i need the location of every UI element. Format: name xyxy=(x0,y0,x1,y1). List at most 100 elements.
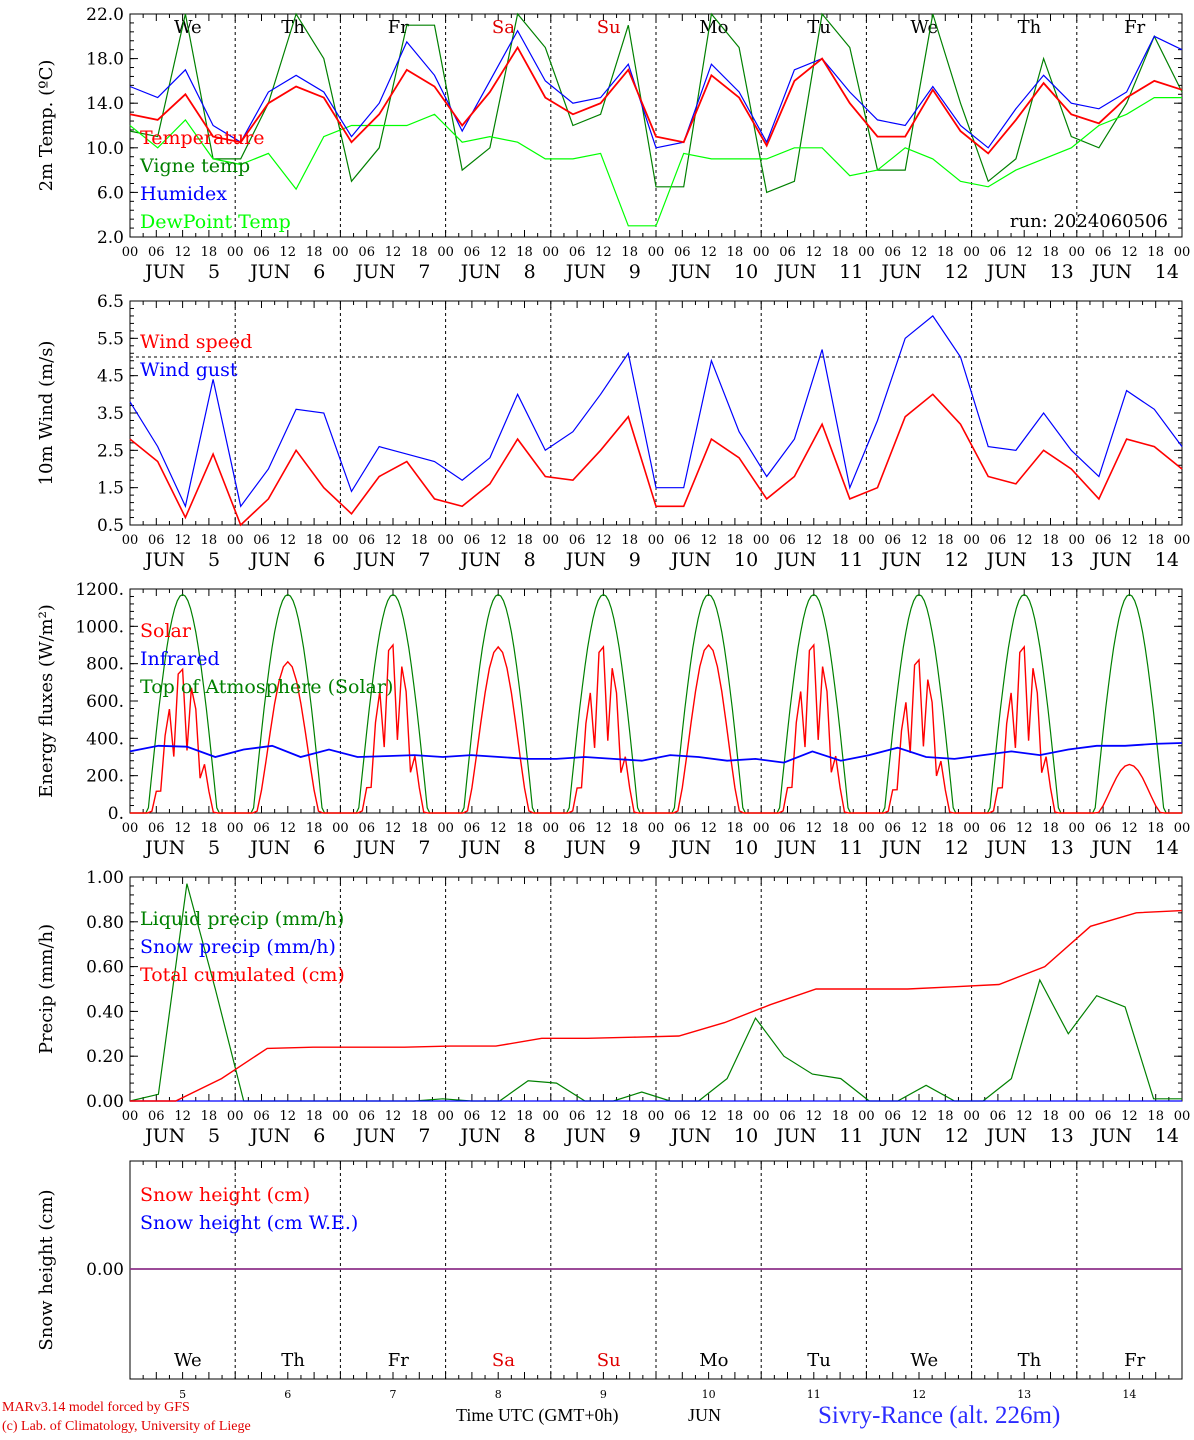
weekday-label: Th xyxy=(281,1350,305,1371)
hour-tick-label: 18 xyxy=(411,1109,428,1124)
day-tick-label: 12 xyxy=(944,1125,968,1147)
solar-line xyxy=(130,643,1182,814)
day-tick-label: 7 xyxy=(418,549,430,571)
hour-tick-label: 12 xyxy=(911,245,928,260)
hour-tick-label: 18 xyxy=(832,533,849,548)
hour-tick-label: 18 xyxy=(411,533,428,548)
hour-tick-label: 18 xyxy=(516,821,533,836)
lab-credit: (c) Lab. of Climatology, University of L… xyxy=(2,1419,251,1434)
month-label: JUN xyxy=(688,1405,722,1425)
hour-tick-label: 06 xyxy=(253,533,270,548)
hour-tick-label: 06 xyxy=(990,821,1007,836)
day-tick-label: 13 xyxy=(1050,549,1074,571)
day-tick-label: 9 xyxy=(629,837,641,859)
hour-tick-label: 18 xyxy=(832,245,849,260)
hour-tick-label: 00 xyxy=(332,1109,349,1124)
y-tick-label: 0. xyxy=(108,804,124,824)
hour-tick-label: 06 xyxy=(464,533,481,548)
meteogram-svg: 2.0 6.0 10.0 14.0 18.0 22.0 2m Temp. (ºC) 00 06 1… xyxy=(36,5,1190,1400)
weekday-label: Su xyxy=(597,17,621,38)
hour-tick-label: 00 xyxy=(227,245,244,260)
hour-tick-label: 12 xyxy=(385,821,402,836)
hour-tick-label: 12 xyxy=(385,245,402,260)
weekday-label: Tu xyxy=(807,17,831,38)
day-tick-label: 14 xyxy=(1155,1125,1179,1147)
hour-tick-label: 00 xyxy=(858,245,875,260)
month-tick-label: JUN xyxy=(248,261,290,283)
hour-tick-label: 00 xyxy=(332,245,349,260)
month-tick-label: JUN xyxy=(564,549,606,571)
legend-entry: Liquid precip (mm/h) xyxy=(140,908,344,930)
y-tick-label: 22.0 xyxy=(86,5,124,25)
hour-tick-label: 18 xyxy=(1147,821,1164,836)
hour-tick-label: 06 xyxy=(253,1109,270,1124)
y-tick-label: 1.5 xyxy=(97,479,124,499)
hour-tick-label: 12 xyxy=(280,533,297,548)
hour-tick-label: 06 xyxy=(1095,533,1112,548)
series-line xyxy=(129,742,1183,764)
day-tick-label: 5 xyxy=(208,549,220,571)
hour-tick-label: 18 xyxy=(621,245,638,260)
series-line xyxy=(129,393,1183,527)
hour-tick-label: 12 xyxy=(911,1109,928,1124)
weekday-label: Th xyxy=(1018,1350,1042,1371)
hour-tick-label: 06 xyxy=(148,821,165,836)
day-tick-label: 14 xyxy=(1155,261,1179,283)
hour-tick-label: 00 xyxy=(1069,821,1086,836)
hour-tick-label: 18 xyxy=(306,533,323,548)
hour-tick-label: 18 xyxy=(516,245,533,260)
hour-tick-label: 18 xyxy=(1042,821,1059,836)
day-tick-label: 14 xyxy=(1155,837,1179,859)
weekday-label: Mo xyxy=(699,1350,728,1371)
y-tick-label: 4.5 xyxy=(97,367,124,387)
hour-tick-label: 12 xyxy=(174,533,191,548)
day-number: 6 xyxy=(284,1388,291,1400)
day-tick-label: 12 xyxy=(944,261,968,283)
hour-tick-label: 12 xyxy=(595,1109,612,1124)
month-tick-label: JUN xyxy=(459,261,501,283)
hour-tick-label: 18 xyxy=(201,533,218,548)
hour-tick-label: 12 xyxy=(490,821,507,836)
hour-tick-label: 12 xyxy=(911,821,928,836)
y-tick-label: 0.40 xyxy=(86,1002,124,1022)
hour-tick-label: 00 xyxy=(753,1109,770,1124)
month-tick-label: JUN xyxy=(879,1125,921,1147)
legend-entry: Infrared xyxy=(140,648,220,670)
day-tick-label: 11 xyxy=(839,837,863,859)
model-credit: MARv3.14 model forced by GFS xyxy=(2,1400,190,1415)
hour-tick-label: 00 xyxy=(648,533,665,548)
weekday-label: Sa xyxy=(492,1350,515,1371)
hour-tick-label: 06 xyxy=(464,821,481,836)
hour-tick-label: 18 xyxy=(727,1109,744,1124)
day-tick-label: 11 xyxy=(839,549,863,571)
hour-tick-label: 06 xyxy=(569,821,586,836)
month-tick-label: JUN xyxy=(669,549,711,571)
day-tick-label: 6 xyxy=(313,549,325,571)
hour-tick-label: 06 xyxy=(569,533,586,548)
hour-tick-label: 06 xyxy=(884,245,901,260)
legend-entry: Total cumulated (cm) xyxy=(140,964,345,986)
hour-tick-label: 06 xyxy=(1095,245,1112,260)
hour-tick-label: 00 xyxy=(648,245,665,260)
hour-tick-label: 12 xyxy=(490,245,507,260)
hour-tick-label: 06 xyxy=(779,533,796,548)
weekday-label: Th xyxy=(1018,17,1042,38)
hour-tick-label: 12 xyxy=(280,1109,297,1124)
hour-tick-label: 18 xyxy=(621,1109,638,1124)
hour-tick-label: 06 xyxy=(464,245,481,260)
hour-tick-label: 12 xyxy=(1121,533,1138,548)
day-tick-label: 11 xyxy=(839,1125,863,1147)
hour-tick-label: 06 xyxy=(464,1109,481,1124)
hour-tick-label: 00 xyxy=(227,1109,244,1124)
y-tick-label: 0.5 xyxy=(97,516,124,536)
day-tick-label: 10 xyxy=(734,261,758,283)
day-tick-label: 7 xyxy=(418,1125,430,1147)
hour-tick-label: 12 xyxy=(174,245,191,260)
weekday-label: Tu xyxy=(807,1350,831,1371)
y-tick-label: 6.5 xyxy=(97,292,124,312)
y-tick-label: 2.0 xyxy=(97,228,124,248)
month-tick-label: JUN xyxy=(669,1125,711,1147)
month-tick-label: JUN xyxy=(564,261,606,283)
month-tick-label: JUN xyxy=(564,837,606,859)
y-tick-label: 10.0 xyxy=(86,139,124,159)
